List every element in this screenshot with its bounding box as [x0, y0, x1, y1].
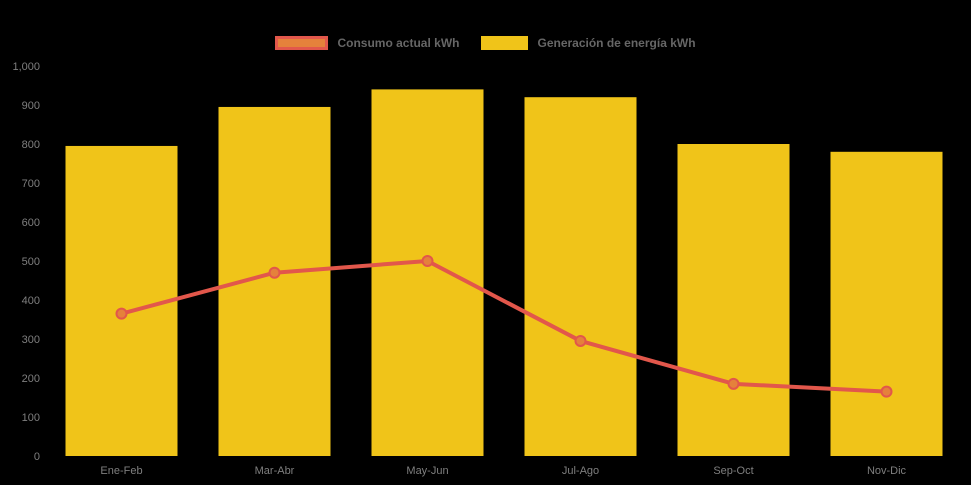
consumo-point-Sep-Oct[interactable] — [727, 377, 740, 390]
y-tick-label: 700 — [22, 178, 40, 190]
generacion-legend-label: Generación de energía kWh — [537, 36, 696, 50]
y-tick-label: 200 — [22, 373, 40, 385]
y-tick-label: 600 — [22, 217, 40, 229]
bar-generacion-Ene-Feb[interactable] — [65, 145, 178, 456]
x-category-label: Mar-Abr — [255, 465, 295, 477]
bar-generacion-Nov-Dic[interactable] — [830, 151, 943, 457]
consumo-point-Jul-Ago[interactable] — [574, 334, 587, 347]
y-tick-label: 0 — [34, 451, 40, 463]
consumo-legend-swatch — [275, 36, 329, 50]
x-category-label: Nov-Dic — [867, 465, 907, 477]
chart-legend: Consumo actual kWh Generación de energía… — [0, 36, 971, 50]
consumo-point-Mar-Abr[interactable] — [268, 266, 281, 279]
y-tick-label: 1,000 — [12, 61, 40, 73]
y-tick-label: 100 — [22, 412, 40, 424]
y-tick-label: 300 — [22, 334, 40, 346]
x-category-label: Sep-Oct — [713, 465, 753, 477]
x-category-label: May-Jun — [406, 465, 448, 477]
bar-generacion-Sep-Oct[interactable] — [677, 144, 790, 456]
consumo-point-Ene-Feb[interactable] — [115, 307, 128, 320]
x-category-label: Jul-Ago — [562, 465, 599, 477]
generacion-legend-swatch — [481, 36, 529, 50]
y-tick-label: 400 — [22, 295, 40, 307]
consumo-line — [119, 259, 889, 394]
bar-generacion-Jul-Ago[interactable] — [524, 97, 637, 456]
consumo-legend-label: Consumo actual kWh — [337, 36, 460, 50]
y-tick-label: 900 — [22, 100, 40, 112]
consumo-point-Nov-Dic[interactable] — [880, 385, 893, 398]
bar-generacion-May-Jun[interactable] — [371, 89, 484, 457]
legend-item-consumo[interactable]: Consumo actual kWh — [275, 36, 459, 50]
x-category-label: Ene-Feb — [100, 465, 142, 477]
consumo-point-May-Jun[interactable] — [421, 255, 434, 267]
y-tick-label: 500 — [22, 256, 40, 268]
legend-item-generacion[interactable]: Generación de energía kWh — [481, 36, 696, 50]
y-tick-label: 800 — [22, 139, 40, 151]
